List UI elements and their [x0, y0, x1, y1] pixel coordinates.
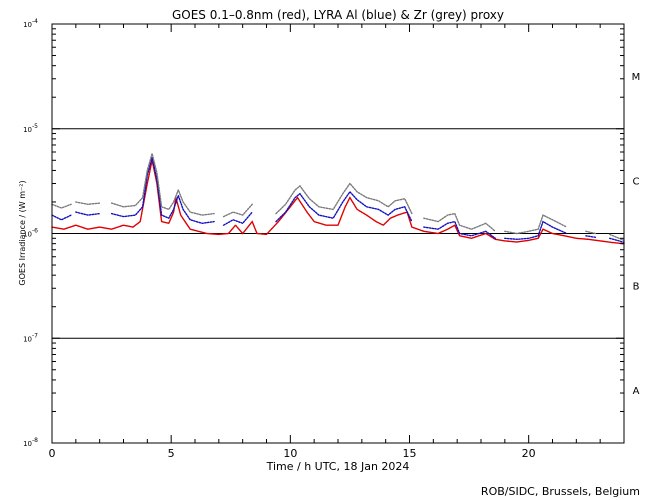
y-tick-label: 10-5 [23, 123, 38, 134]
flare-class-labels: M C B A [632, 72, 641, 397]
flare-class-B: B [633, 281, 640, 292]
y-tick-label: 10-8 [23, 437, 38, 448]
series-line [504, 214, 568, 235]
chart-title: GOES 0.1–0.8nm (red), LYRA Al (blue) & Z… [172, 8, 504, 22]
series-line [75, 201, 101, 206]
y-tick-label: 10-6 [23, 228, 38, 239]
series-line [585, 230, 597, 235]
series-line [51, 203, 72, 209]
flare-class-C: C [633, 177, 640, 188]
x-axis-ticks: 0 5 10 15 20 [49, 24, 625, 460]
series-line [275, 182, 413, 215]
y-tick-label: 10-4 [23, 18, 38, 29]
series-line [423, 220, 496, 239]
series-line [75, 211, 101, 216]
footer-credit: ROB/SIDC, Brussels, Belgium [481, 485, 640, 498]
x-tick-label: 5 [168, 447, 175, 460]
series-line [423, 212, 496, 232]
series-line [609, 233, 625, 242]
y-tick-label: 10-7 [23, 332, 38, 343]
x-axis-label: Time / h UTC, 18 Jan 2024 [266, 460, 410, 473]
data-series [51, 150, 625, 245]
series-line [51, 160, 625, 245]
series-line [222, 211, 253, 226]
series-line [110, 157, 215, 225]
reference-lines [52, 128, 624, 339]
flare-class-A: A [633, 386, 640, 397]
flare-class-M: M [632, 72, 641, 83]
series-line [51, 214, 72, 221]
series-line [275, 190, 413, 223]
y-axis-label: GOES Irradiance / (W m⁻²) [18, 180, 27, 285]
series-line [609, 237, 625, 244]
series-line [585, 235, 597, 238]
x-tick-label: 15 [403, 447, 417, 460]
series-line [222, 203, 253, 218]
x-tick-label: 10 [283, 447, 297, 460]
series-line [504, 220, 568, 241]
y-axis-ticks: 10-4 10-5 10-6 10-7 10-8 [23, 18, 624, 448]
series-line [110, 150, 215, 216]
x-tick-label: 20 [522, 447, 536, 460]
x-tick-label: 0 [49, 447, 56, 460]
